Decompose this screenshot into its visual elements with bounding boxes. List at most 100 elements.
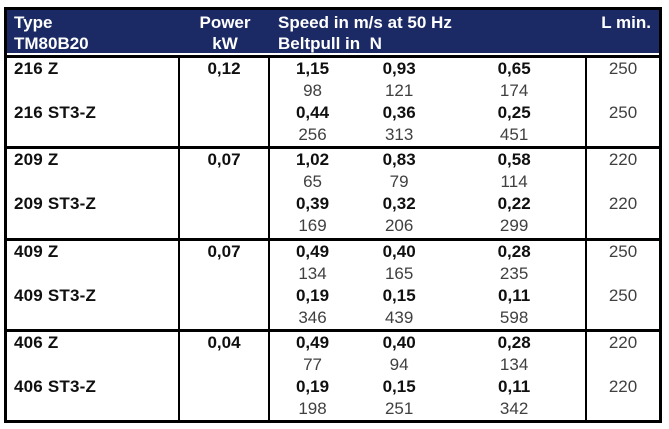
power-value — [180, 193, 268, 215]
power-value — [180, 124, 268, 146]
speed-value: 0,32 — [382, 194, 416, 214]
speed-value: 0,40 — [382, 332, 416, 352]
beltpull-value: 342 — [499, 398, 529, 418]
header-lmin-column: L min. — [587, 12, 659, 54]
speed-value: 0,11 — [498, 376, 531, 396]
type-name: 406 ST3-Z — [14, 376, 97, 396]
lmin-value: 220 — [608, 150, 638, 170]
beltpull-value-row: 98 121 174 — [270, 80, 585, 102]
power-value — [180, 102, 268, 124]
lmin-value — [587, 398, 659, 420]
speed-value: 0,28 — [497, 241, 531, 261]
beltpull-value: 256 — [298, 125, 327, 145]
power-cell: 0,07 — [180, 149, 270, 238]
type-cell: 409 Z 409 ST3-Z — [7, 240, 180, 329]
beltpull-value: 165 — [384, 263, 414, 283]
speed-value-row: 0,49 0,40 0,28 — [270, 241, 585, 263]
beltpull-value: 79 — [389, 172, 409, 192]
beltpull-value: 65 — [303, 172, 322, 192]
header-speed-column: Speed in m/s at 50 Hz Beltpull in N — [270, 12, 587, 54]
beltpull-value: 251 — [384, 398, 414, 418]
lmin-value — [587, 263, 659, 285]
speed-value: 0,93 — [382, 59, 416, 79]
speed-value: 0,49 — [295, 241, 330, 261]
beltpull-value: 198 — [298, 398, 327, 418]
beltpull-value: 98 — [303, 81, 322, 101]
lmin-value — [587, 215, 659, 237]
lmin-value — [587, 80, 659, 102]
type-cell: 216 Z 216 ST3-Z — [7, 58, 180, 147]
lmin-cell: 220 220 — [587, 332, 659, 420]
speed-value: 0,15 — [382, 285, 416, 305]
speed-value: 1,15 — [295, 59, 330, 79]
speed-value: 0,19 — [295, 376, 330, 396]
speed-value: 0,40 — [382, 241, 416, 261]
beltpull-value: 206 — [384, 216, 414, 236]
type-name: 216 Z — [14, 59, 59, 79]
table-group: 209 Z 209 ST3-Z 0,07 1,02 0,83 0,58 65 79 114 0,3… — [7, 146, 659, 238]
table-header: Type TM80B20 Power kW Speed in m/s at 50… — [7, 10, 659, 55]
header-speed-label: Speed in m/s at 50 Hz — [278, 13, 452, 32]
speed-value-row: 1,15 0,93 0,65 — [270, 58, 585, 80]
type-name — [7, 263, 178, 285]
power-cell: 0,07 — [180, 240, 270, 329]
speed-value-row: 0,19 0,15 0,11 — [270, 376, 585, 398]
lmin-value — [587, 171, 659, 193]
speed-value: 0,36 — [382, 103, 416, 123]
power-value: 0,07 — [207, 241, 241, 261]
speed-value: 0,65 — [497, 59, 531, 79]
type-name — [7, 80, 178, 102]
power-value: 0,12 — [207, 59, 241, 79]
speed-value-row: 0,44 0,36 0,25 — [270, 102, 585, 124]
speed-value: 0,28 — [497, 332, 531, 352]
speed-value: 0,15 — [382, 376, 416, 396]
power-value — [180, 376, 268, 398]
table-group: 409 Z 409 ST3-Z 0,07 0,49 0,40 0,28 134 165 235 0… — [7, 237, 659, 329]
beltpull-value: 346 — [298, 307, 327, 327]
beltpull-value-row: 346 439 598 — [270, 307, 585, 329]
power-value — [180, 171, 268, 193]
speed-cell: 0,49 0,40 0,28 134 165 235 0,19 0,15 0,11 346 439 5… — [270, 240, 587, 329]
header-power-column: Power kW — [180, 12, 270, 54]
type-name: 209 Z — [14, 150, 59, 170]
beltpull-value-row: 65 79 114 — [270, 171, 585, 193]
header-power-unit-label: kW — [212, 34, 238, 53]
type-name — [7, 354, 178, 376]
type-name — [7, 307, 178, 329]
lmin-value: 250 — [608, 103, 638, 123]
power-value — [180, 307, 268, 329]
beltpull-value-row: 169 206 299 — [270, 215, 585, 237]
beltpull-value: 121 — [384, 81, 414, 101]
beltpull-value: 169 — [298, 216, 327, 236]
table-group: 406 Z 406 ST3-Z 0,04 0,49 0,40 0,28 77 94 134 0,1… — [7, 328, 659, 420]
lmin-value: 220 — [608, 194, 638, 214]
beltpull-value: 235 — [499, 263, 529, 283]
lmin-value: 250 — [608, 241, 638, 261]
type-name: 406 Z — [14, 332, 59, 352]
speed-cell: 1,02 0,83 0,58 65 79 114 0,39 0,32 0,22 169 206 299 — [270, 149, 587, 238]
type-name — [7, 215, 178, 237]
type-name: 409 Z — [14, 241, 59, 261]
power-value: 0,07 — [207, 150, 241, 170]
power-value — [180, 398, 268, 420]
lmin-value — [587, 354, 659, 376]
beltpull-value: 313 — [384, 125, 414, 145]
header-divider — [7, 55, 659, 58]
speed-cell: 0,49 0,40 0,28 77 94 134 0,19 0,15 0,11 198 251 342 — [270, 331, 587, 420]
beltpull-value-row: 256 313 451 — [270, 124, 585, 146]
type-cell: 406 Z 406 ST3-Z — [7, 331, 180, 420]
power-value: 0,04 — [207, 332, 241, 352]
beltpull-value: 94 — [389, 354, 409, 374]
power-cell: 0,04 — [180, 331, 270, 420]
power-value — [180, 354, 268, 376]
speed-value-row: 0,39 0,32 0,22 — [270, 193, 585, 215]
type-name: 409 ST3-Z — [14, 285, 97, 305]
lmin-value: 250 — [608, 285, 638, 305]
lmin-value — [587, 124, 659, 146]
speed-value-row: 0,49 0,40 0,28 — [270, 332, 585, 354]
spec-table: Type TM80B20 Power kW Speed in m/s at 50… — [4, 7, 662, 423]
header-lmin-label: L min. — [601, 13, 651, 32]
beltpull-value: 598 — [499, 307, 529, 327]
type-name — [7, 124, 178, 146]
table-body: 216 Z 216 ST3-Z 0,12 1,15 0,93 0,65 98 121 174 0,… — [7, 58, 659, 420]
